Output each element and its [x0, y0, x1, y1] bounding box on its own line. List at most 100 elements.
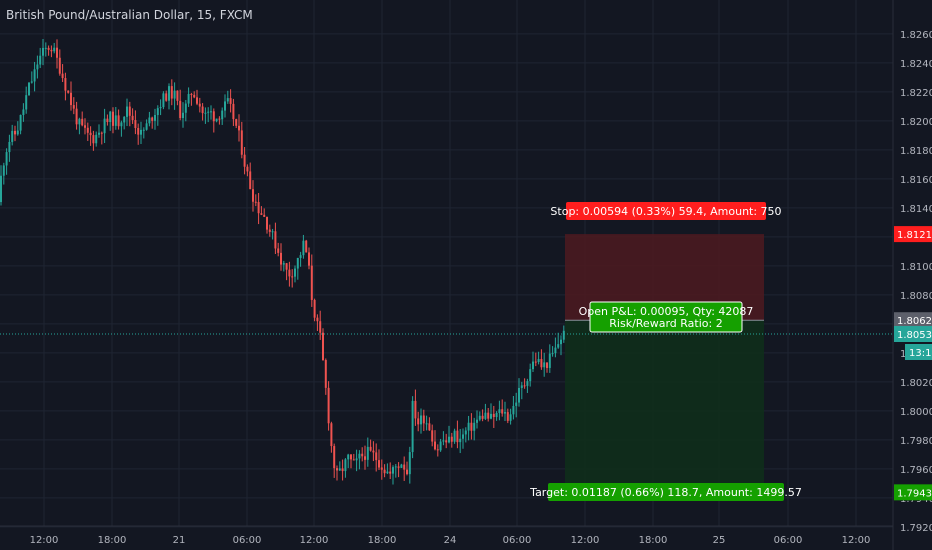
candle-body	[170, 86, 173, 99]
candle-body	[98, 132, 100, 135]
candle-body	[551, 353, 554, 355]
y-tick-label: 1.80800	[900, 291, 932, 302]
candle-body	[268, 229, 271, 232]
candle-body	[100, 132, 103, 134]
candle-body	[224, 101, 226, 111]
candle-body	[504, 412, 506, 414]
candle-body	[431, 430, 434, 442]
y-tick-label: 1.80200	[900, 378, 932, 389]
candle-body	[411, 400, 414, 453]
candle-body	[406, 469, 408, 475]
candle-body	[319, 321, 322, 333]
candle-body	[95, 134, 98, 144]
current-price-tag-bg	[894, 326, 932, 342]
candle-body	[378, 460, 380, 468]
candle-body	[350, 454, 352, 460]
candle-body	[257, 202, 260, 214]
candle-body	[33, 69, 36, 82]
candle-body	[140, 129, 142, 135]
x-tick-label: 25	[713, 535, 726, 546]
candle-body	[184, 103, 187, 113]
candle-body	[372, 450, 375, 453]
candle-body	[436, 449, 439, 451]
x-tick-label: 18:00	[639, 535, 668, 546]
candle-body	[520, 385, 523, 388]
candle-body	[120, 122, 123, 127]
candle-body	[557, 344, 560, 348]
candle-body	[308, 252, 310, 266]
candle-body	[193, 94, 196, 98]
candle-body	[534, 361, 537, 363]
candle-body	[501, 409, 504, 414]
candle-body	[117, 115, 120, 127]
candle-body	[316, 317, 319, 322]
candle-body	[56, 47, 58, 58]
x-tick-label: 06:00	[233, 535, 262, 546]
candle-body	[282, 263, 285, 265]
candle-body	[137, 128, 140, 135]
candle-body	[252, 189, 254, 202]
candle-body	[512, 405, 515, 415]
candle-body	[560, 339, 562, 345]
candle-body	[128, 106, 131, 116]
candle-body	[154, 115, 156, 121]
candle-body	[67, 90, 70, 93]
candle-body	[277, 248, 280, 253]
candle-body	[420, 415, 422, 425]
candle-body	[358, 453, 361, 459]
candle-body	[226, 98, 229, 102]
candle-body	[481, 415, 484, 419]
candle-body	[207, 111, 210, 113]
candle-body	[75, 108, 78, 125]
candle-body	[453, 430, 456, 442]
candle-body	[288, 269, 291, 277]
candle-body	[112, 111, 114, 126]
candle-body	[274, 231, 277, 249]
candle-body	[462, 434, 464, 439]
target-price-tag: 1.79438	[897, 488, 932, 499]
stop-price-tag: 1.81219	[897, 230, 932, 241]
x-tick-label: 18:00	[368, 535, 397, 546]
candle-body	[397, 466, 400, 468]
profit-zone	[565, 320, 764, 493]
candle-body	[492, 413, 495, 418]
candle-body	[546, 362, 548, 368]
candle-body	[532, 361, 534, 370]
candle-body	[327, 387, 330, 424]
candle-body	[414, 400, 417, 419]
candle-body	[445, 440, 448, 443]
candle-body	[296, 257, 299, 269]
target-label-box	[548, 483, 784, 501]
candle-body	[215, 118, 218, 122]
candle-body	[322, 332, 324, 361]
candle-body	[400, 464, 403, 468]
candle-body	[366, 446, 369, 460]
candle-body	[476, 419, 478, 423]
y-tick-label: 1.82600	[900, 30, 932, 41]
y-tick-label: 1.79800	[900, 436, 932, 447]
candle-body	[361, 453, 364, 457]
candle-body	[408, 452, 411, 475]
candle-body	[448, 436, 450, 443]
candle-body	[165, 93, 168, 101]
candle-body	[515, 402, 518, 406]
candle-body	[260, 213, 263, 215]
x-tick-label: 12:00	[300, 535, 329, 546]
candle-body	[187, 93, 190, 104]
x-tick-label: 24	[444, 535, 457, 546]
pnl-label-text: Open P&L: 0.00095, Qty: 42087	[579, 305, 754, 318]
candle-body	[310, 265, 313, 300]
x-tick-label: 21	[173, 535, 186, 546]
candle-body	[518, 387, 520, 403]
candle-body	[14, 130, 16, 135]
candle-body	[145, 123, 148, 130]
x-tick-label: 06:00	[774, 535, 803, 546]
candle-body	[523, 385, 526, 387]
candle-body	[229, 98, 232, 104]
candle-body	[537, 358, 540, 363]
candle-body	[344, 459, 347, 472]
candle-body	[392, 467, 394, 474]
candle-body	[53, 47, 56, 52]
candle-body	[456, 430, 459, 443]
